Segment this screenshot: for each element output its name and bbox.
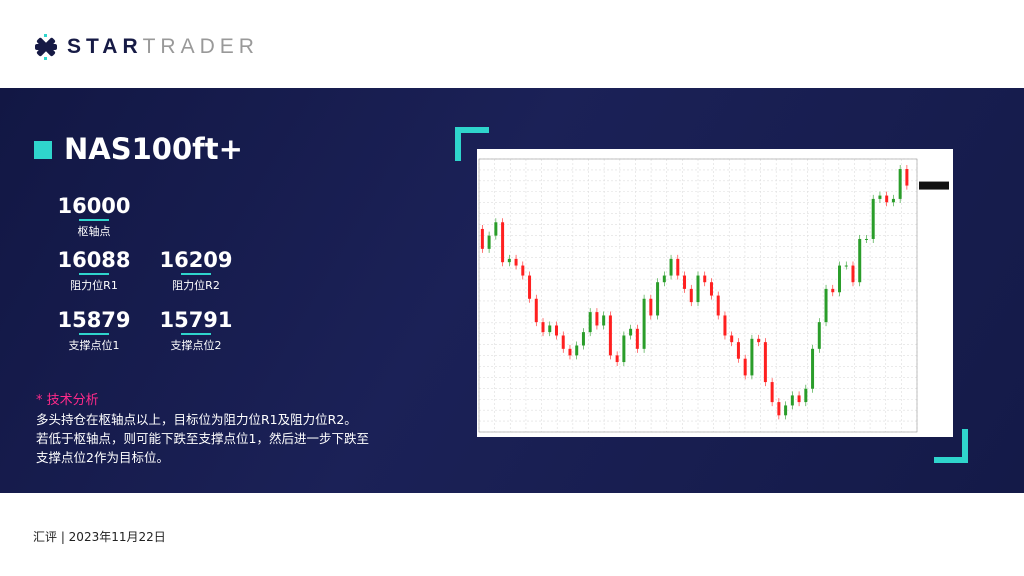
- candle: [501, 222, 505, 263]
- technical-analysis: * 技术分析 多头持仓在枢轴点以上，目标位为阻力位R1及阻力位R2。 若低于枢轴…: [36, 391, 416, 467]
- candle: [777, 402, 781, 416]
- candle: [548, 325, 552, 333]
- corner-bracket: [455, 127, 489, 161]
- star-logo-icon: [35, 34, 57, 60]
- candle: [656, 282, 660, 316]
- logo: STAR TRADER: [33, 34, 259, 60]
- candle: [784, 405, 788, 416]
- candle: [561, 335, 565, 349]
- candle: [757, 338, 761, 343]
- analysis-panel: NAS100ft+ 16000 枢轴点 16088 阻力位R1 16209 阻力位R2…: [0, 88, 1024, 493]
- candle: [750, 338, 754, 376]
- plot-frame: [478, 158, 918, 433]
- candle: [635, 328, 639, 349]
- candle: [541, 322, 545, 333]
- symbol-title: NAS100ft+: [64, 132, 243, 166]
- candle: [683, 275, 687, 289]
- price-chart: [477, 149, 953, 437]
- candle: [662, 275, 666, 283]
- candle: [629, 328, 633, 336]
- candle: [622, 335, 626, 363]
- candle: [905, 169, 909, 186]
- candle: [824, 288, 828, 323]
- candle: [885, 195, 889, 203]
- candle: [514, 258, 518, 266]
- analysis-line: 若低于枢轴点，则可能下跌至支撑点位1，然后进一步下跌至: [36, 431, 369, 446]
- candle: [770, 382, 774, 403]
- candle: [804, 388, 808, 403]
- candle: [709, 282, 713, 296]
- candle: [669, 258, 673, 276]
- candle: [703, 275, 707, 283]
- r1-level: 16088 阻力位R1: [57, 248, 131, 292]
- analysis-line: 多头持仓在枢轴点以上，目标位为阻力位R1及阻力位R2。: [36, 412, 357, 427]
- candle: [575, 345, 579, 356]
- candle: [568, 348, 572, 356]
- candle: [817, 322, 821, 349]
- candle: [736, 342, 740, 359]
- s1-level: 15879 支撑点位1: [57, 308, 131, 352]
- candle: [528, 275, 532, 299]
- candle: [521, 265, 525, 276]
- candle: [858, 238, 862, 283]
- candle: [838, 265, 842, 293]
- candle: [487, 235, 491, 249]
- accent-square: [34, 141, 52, 159]
- candle: [534, 298, 538, 323]
- candle: [615, 355, 619, 363]
- header: STAR TRADER: [0, 0, 1024, 88]
- candle: [494, 222, 498, 236]
- candle: [844, 265, 848, 267]
- candle: [696, 275, 700, 303]
- candle: [588, 312, 592, 333]
- candle: [676, 258, 680, 276]
- candle: [581, 332, 585, 346]
- candle: [730, 335, 734, 343]
- candle: [898, 169, 902, 199]
- candle: [763, 342, 767, 383]
- candle: [642, 298, 646, 349]
- footer-date: 汇评 | 2023年11月22日: [33, 530, 166, 544]
- s2-level: 15791 支撑点位2: [159, 308, 233, 352]
- candle: [716, 295, 720, 316]
- candle: [608, 315, 612, 356]
- r2-level: 16209 阻力位R2: [159, 248, 233, 292]
- candle: [595, 312, 599, 326]
- candle: [891, 198, 895, 203]
- candle: [871, 198, 875, 239]
- candle: [480, 228, 484, 249]
- candle: [602, 315, 606, 326]
- corner-bracket: [934, 429, 968, 463]
- candle: [851, 265, 855, 283]
- candle: [878, 195, 882, 199]
- analysis-heading: * 技术分析: [36, 393, 99, 408]
- pivot-level: 16000 枢轴点: [57, 194, 131, 238]
- candle: [743, 358, 747, 376]
- candle: [797, 395, 801, 403]
- candle: [811, 348, 815, 389]
- candle: [864, 238, 868, 240]
- candle: [790, 395, 794, 406]
- candle: [507, 258, 511, 263]
- candle: [554, 325, 558, 336]
- current-price-marker: [919, 181, 949, 190]
- analysis-line: 支撑点位2作为目标位。: [36, 450, 169, 465]
- candle: [723, 315, 727, 336]
- candle: [831, 288, 835, 293]
- candle: [649, 298, 653, 316]
- candle: [689, 288, 693, 303]
